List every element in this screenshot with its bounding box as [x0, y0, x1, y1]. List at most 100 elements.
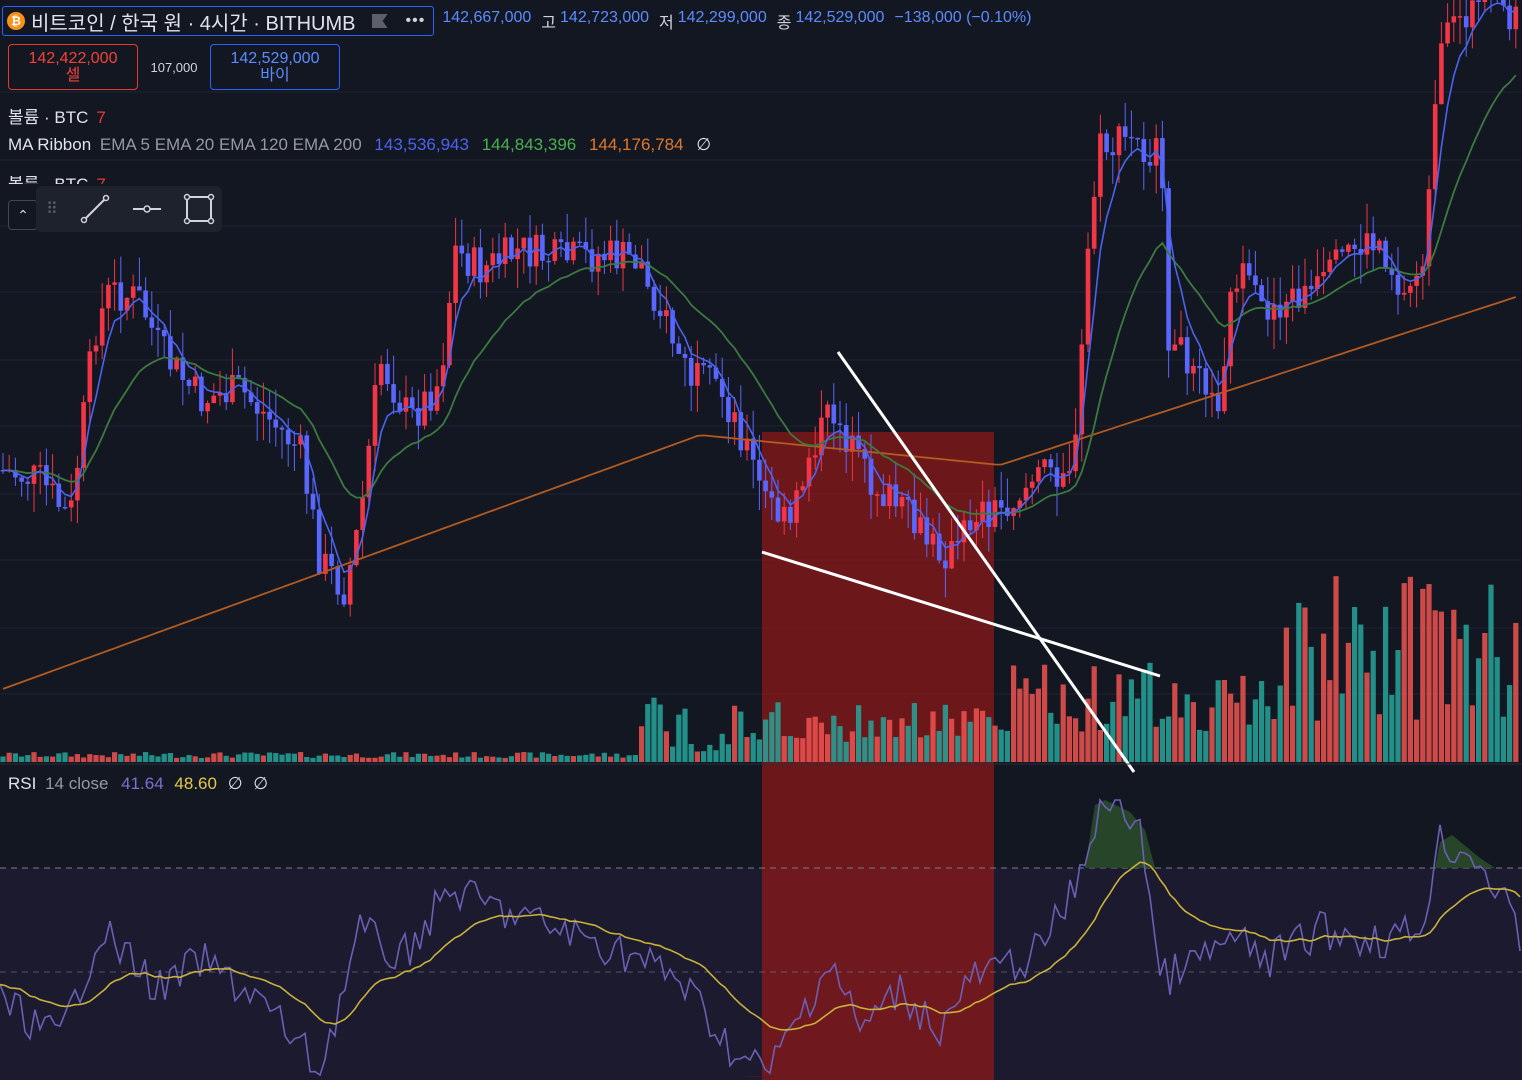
- volume-bar: [1426, 584, 1432, 762]
- rectangle-icon[interactable]: [182, 192, 216, 226]
- ema120-line: [2, 296, 1517, 690]
- volume-bar: [577, 755, 583, 762]
- rsi-legend[interactable]: RSI 14 close 41.64 48.60 ∅ ∅: [8, 774, 268, 794]
- ma-ribbon-value-4: ∅: [696, 135, 712, 154]
- candle-body: [1401, 292, 1407, 295]
- candle-body: [1271, 304, 1277, 320]
- candle-body: [137, 286, 142, 291]
- sell-button[interactable]: 142,422,000 셀: [8, 44, 138, 90]
- horizontal-ray-icon[interactable]: [130, 192, 164, 226]
- candle-body: [347, 565, 353, 605]
- volume-bar: [298, 752, 304, 762]
- candle-body: [1240, 263, 1246, 289]
- high-value: 142,723,000: [560, 9, 650, 26]
- flag-icon[interactable]: [371, 14, 388, 28]
- candle-body: [99, 308, 105, 346]
- candle-body: [502, 237, 508, 264]
- more-options-icon[interactable]: •••: [405, 12, 426, 29]
- candle-body: [1060, 473, 1066, 487]
- volume-bar: [868, 720, 874, 762]
- candle-body: [211, 395, 217, 404]
- volume-bar: [1104, 723, 1110, 762]
- candle-body: [682, 353, 688, 358]
- candle-body: [1005, 507, 1010, 516]
- volume-bar: [440, 754, 446, 762]
- volume-bar: [236, 754, 242, 762]
- volume-bar: [56, 753, 62, 762]
- volume-bar: [496, 757, 502, 762]
- volume-bar: [831, 715, 837, 762]
- chevron-up-icon: ⌃: [17, 206, 29, 223]
- volume-bar: [446, 757, 452, 762]
- drawing-toolbar: ⠿: [36, 186, 222, 232]
- volume-bar: [1358, 624, 1364, 762]
- volume-bar: [682, 708, 688, 762]
- symbol-selector[interactable]: ₿ 비트코인 / 한국 원 · 4시간 · BITHUMB •••: [2, 6, 435, 36]
- candle-body: [242, 377, 248, 393]
- volume-bar: [1116, 674, 1122, 762]
- candle-body: [1457, 16, 1463, 18]
- candle-body: [323, 553, 328, 574]
- volume-bar: [1110, 701, 1116, 762]
- candle-body: [912, 499, 917, 534]
- candle-body: [726, 396, 731, 423]
- candle-body: [335, 566, 341, 595]
- ma-ribbon-legend[interactable]: MA Ribbon EMA 5 EMA 20 EMA 120 EMA 200 1…: [8, 135, 711, 155]
- candle-body: [1147, 161, 1153, 166]
- volume-bar: [1147, 662, 1153, 762]
- candle-body: [37, 465, 43, 467]
- volume-bar: [1203, 730, 1209, 762]
- volume-bar: [1302, 607, 1308, 762]
- candle-body: [391, 384, 396, 403]
- volume-bar: [1259, 681, 1265, 762]
- volume-bar: [1370, 650, 1376, 762]
- volume-bar: [1314, 720, 1320, 762]
- candle-body: [1364, 233, 1370, 255]
- volume-legend-2[interactable]: 볼륨 · BTC 7: [8, 170, 106, 184]
- volume-bar: [955, 735, 961, 762]
- volume-bar: [360, 757, 366, 762]
- volume-bar: [192, 756, 198, 762]
- volume-bar: [502, 757, 508, 762]
- volume-bar: [217, 752, 223, 762]
- drag-handle-icon[interactable]: ⠿: [46, 201, 58, 218]
- trend-line-icon[interactable]: [78, 192, 112, 226]
- volume-bar: [87, 754, 93, 762]
- candle-body: [478, 247, 483, 283]
- candle-body: [316, 509, 322, 574]
- candle-body: [949, 541, 954, 569]
- volume-bar: [428, 755, 434, 762]
- candle-body: [1191, 365, 1196, 374]
- rsi-line: [0, 797, 1521, 1077]
- candle-body: [62, 506, 68, 509]
- volume-bar: [750, 733, 756, 762]
- volume-bar: [1097, 730, 1103, 762]
- volume-legend[interactable]: 볼륨 · BTC 7: [8, 103, 106, 128]
- volume-bar: [403, 752, 409, 762]
- candle-body: [974, 521, 979, 531]
- volume-bar: [1389, 694, 1395, 762]
- volume-bar: [1060, 684, 1066, 762]
- collapse-legend-button[interactable]: ⌃: [8, 200, 38, 230]
- volume-bar: [911, 703, 917, 762]
- volume-bar: [1296, 602, 1302, 762]
- candle-body: [806, 457, 812, 487]
- candle-body: [149, 317, 155, 328]
- candle-body: [397, 402, 403, 412]
- volume-bar: [856, 705, 862, 762]
- candle-body: [1277, 304, 1283, 318]
- ma-ribbon-value-2: 144,843,396: [481, 135, 577, 154]
- volume-legend-2-num: 7: [96, 175, 105, 184]
- buy-button[interactable]: 142,529,000 바이: [210, 44, 340, 90]
- candle-body: [521, 237, 527, 249]
- candle-body: [1327, 259, 1333, 272]
- trade-panel: 142,422,000 셀 107,000 142,529,000 바이: [8, 44, 340, 90]
- volume-bar: [93, 755, 99, 762]
- volume-bar: [1401, 583, 1407, 762]
- candle-body: [298, 435, 303, 445]
- candle-body: [1383, 240, 1388, 269]
- rsi-oversold-fill: [740, 1076, 775, 1078]
- candle-body: [236, 374, 241, 378]
- candle-body: [1067, 471, 1072, 474]
